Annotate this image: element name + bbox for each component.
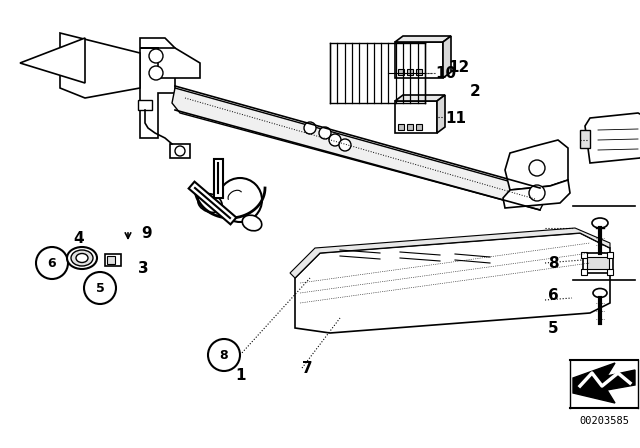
Polygon shape bbox=[172, 88, 545, 210]
Polygon shape bbox=[395, 95, 445, 101]
Text: 9: 9 bbox=[141, 225, 152, 241]
Text: 6: 6 bbox=[48, 257, 56, 270]
Circle shape bbox=[149, 66, 163, 80]
Text: 5: 5 bbox=[95, 281, 104, 294]
Circle shape bbox=[529, 185, 545, 201]
Bar bbox=[580, 130, 590, 148]
Text: 12: 12 bbox=[448, 60, 469, 74]
Polygon shape bbox=[443, 36, 451, 78]
Bar bbox=[587, 257, 609, 269]
Text: 4: 4 bbox=[73, 231, 84, 246]
Ellipse shape bbox=[76, 254, 88, 263]
Circle shape bbox=[319, 127, 331, 139]
Ellipse shape bbox=[593, 289, 607, 297]
Bar bbox=[416, 124, 422, 130]
Bar bbox=[607, 269, 613, 275]
Ellipse shape bbox=[67, 247, 97, 269]
Polygon shape bbox=[60, 33, 140, 98]
Ellipse shape bbox=[243, 215, 262, 231]
Polygon shape bbox=[290, 228, 610, 278]
Polygon shape bbox=[140, 38, 175, 138]
Polygon shape bbox=[140, 48, 200, 78]
Text: 2: 2 bbox=[470, 83, 481, 99]
Polygon shape bbox=[505, 140, 568, 190]
Bar bbox=[398, 124, 404, 130]
Bar bbox=[416, 69, 422, 75]
Ellipse shape bbox=[592, 218, 608, 228]
Circle shape bbox=[304, 122, 316, 134]
Text: 5: 5 bbox=[548, 320, 559, 336]
Text: 11: 11 bbox=[445, 111, 466, 125]
Bar bbox=[395, 101, 437, 133]
Bar bbox=[583, 253, 613, 273]
Polygon shape bbox=[395, 36, 451, 42]
Circle shape bbox=[218, 178, 262, 222]
Polygon shape bbox=[503, 180, 570, 208]
Bar bbox=[398, 69, 404, 75]
Bar bbox=[138, 100, 152, 110]
Bar bbox=[407, 124, 413, 130]
Circle shape bbox=[329, 134, 341, 146]
Bar bbox=[407, 69, 413, 75]
Polygon shape bbox=[573, 363, 635, 403]
Circle shape bbox=[36, 247, 68, 279]
Ellipse shape bbox=[71, 250, 93, 266]
Circle shape bbox=[149, 49, 163, 63]
Circle shape bbox=[175, 146, 185, 156]
Circle shape bbox=[84, 272, 116, 304]
Text: 7: 7 bbox=[302, 361, 312, 375]
Text: 8: 8 bbox=[548, 255, 559, 271]
Circle shape bbox=[529, 160, 545, 176]
Polygon shape bbox=[585, 113, 640, 163]
Bar bbox=[581, 252, 587, 258]
Bar bbox=[170, 144, 190, 158]
Polygon shape bbox=[437, 95, 445, 133]
Circle shape bbox=[208, 339, 240, 371]
Circle shape bbox=[339, 139, 351, 151]
Bar bbox=[107, 256, 115, 264]
Bar bbox=[395, 42, 443, 78]
Bar bbox=[607, 252, 613, 258]
Text: 6: 6 bbox=[548, 288, 559, 302]
Text: 3: 3 bbox=[138, 260, 148, 276]
Bar bbox=[105, 254, 121, 266]
Text: 1: 1 bbox=[235, 367, 246, 383]
Polygon shape bbox=[20, 38, 85, 83]
Text: 8: 8 bbox=[220, 349, 228, 362]
Ellipse shape bbox=[198, 194, 222, 212]
Polygon shape bbox=[295, 233, 610, 333]
Text: 00203585: 00203585 bbox=[579, 416, 629, 426]
Text: 10: 10 bbox=[435, 65, 456, 81]
Bar bbox=[581, 269, 587, 275]
